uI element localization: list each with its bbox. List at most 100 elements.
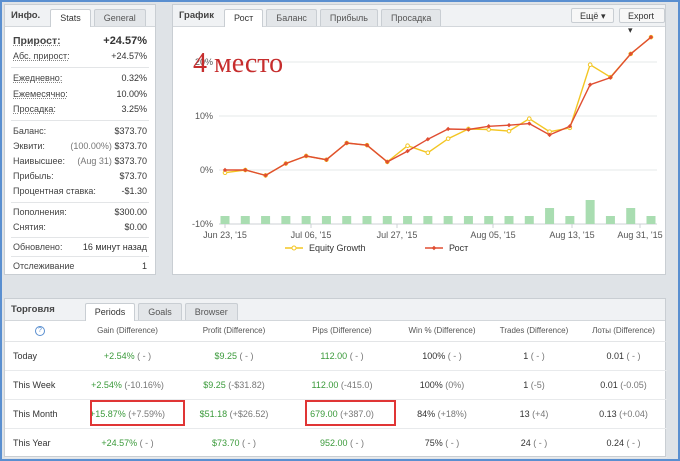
daily-label[interactable]: Ежедневно: (13, 73, 63, 83)
monthly-value: 10.00% (116, 89, 147, 99)
table-row: This Month +15.87% (+7.59%) $51.18 (+$26.5… (5, 399, 667, 429)
highest-date: (Aug 31) (77, 156, 112, 166)
cell-profit: $73.70 ( - ) (180, 428, 288, 458)
growth-label[interactable]: Прирост: (13, 35, 61, 47)
cell-lots: 0.01 (-0.05) (580, 370, 667, 400)
data-point (445, 136, 451, 141)
cell-trades: 24 ( - ) (488, 428, 580, 458)
column-header-lots[interactable]: Лоты (Difference) (580, 321, 667, 342)
divider (11, 202, 149, 203)
data-point (405, 143, 410, 148)
column-header-gain[interactable]: Gain (Difference) (75, 321, 180, 342)
cell-profit: $9.25 ( - ) (180, 341, 288, 371)
x-tick-label: Aug 13, '15 (549, 230, 594, 240)
divider (11, 237, 149, 238)
tab-stats[interactable]: Stats (50, 9, 91, 27)
tab-browser[interactable]: Browser (184, 303, 238, 320)
growth-chart: -10% 0% 10% 20% Jun 23, '15 Jul 06, '15 Jul 27… (192, 34, 663, 253)
tab-periods[interactable]: Periods (84, 303, 136, 321)
balance-row: Баланс: $373.70 (13, 126, 147, 136)
legend-label-growth: Рост (449, 243, 468, 253)
column-header-win[interactable]: Win % (Difference) (396, 321, 488, 342)
lots-difference: ( - ) (626, 437, 641, 448)
abs-growth-label[interactable]: Абс. прирост: (13, 51, 70, 61)
volume-bar (342, 216, 352, 224)
trades-value: 1 (523, 379, 529, 390)
highlight-box-pips (305, 400, 396, 426)
tracking-row: Отслеживание 1 (13, 261, 147, 271)
updated-value: 16 минут назад (82, 242, 147, 252)
lots-value: 0.01 (600, 379, 618, 390)
win-value: 100% (419, 379, 443, 390)
trades-difference: (+4) (532, 408, 549, 419)
x-tick-label: Aug 05, '15 (470, 230, 515, 240)
abs-growth-value: +24.57% (111, 51, 147, 61)
drawdown-label[interactable]: Просадка: (13, 104, 56, 114)
volume-bar (261, 216, 271, 224)
monthly-label[interactable]: Ежемесячно: (13, 89, 68, 99)
pips-difference: (+387.0) (340, 408, 374, 419)
profit-value: $73.70 (119, 171, 147, 181)
table-row: This Week +2.54% (-10.16%) $9.25 (-$31.82)… (5, 370, 667, 400)
volume-bar (504, 216, 514, 224)
tab-goals[interactable]: Goals (138, 303, 182, 320)
cell-gain: +15.87% (+7.59%) (75, 399, 180, 429)
tab-balance[interactable]: Баланс (266, 9, 317, 26)
data-point (526, 116, 532, 121)
pips-difference: (-415.0) (340, 379, 373, 390)
profit-value: $9.25 (203, 379, 226, 390)
highest-label: Наивысшее: (13, 156, 66, 166)
lots-difference: ( - ) (626, 350, 641, 361)
tracking-value: 1 (141, 261, 147, 271)
column-header-trades[interactable]: Trades (Difference) (488, 321, 580, 342)
withdrawals-label: Снятия: (13, 222, 46, 232)
info-panel: Инфо. Stats General Прирост: +24.57% Абс… (4, 4, 156, 275)
more-button[interactable]: Ещё ▾ (571, 8, 615, 23)
growth-value: +24.57% (103, 35, 147, 47)
win-value: 75% (424, 437, 443, 448)
tab-general[interactable]: General (93, 9, 146, 26)
data-point (344, 140, 349, 146)
column-header-pips[interactable]: Pips (Difference) (288, 321, 396, 342)
cell-trades: 1 ( - ) (488, 341, 580, 371)
profit-row: Прибыль: $73.70 (13, 171, 147, 181)
lots-difference: (+0.04) (619, 408, 648, 419)
info-panel-title: Инфо. (11, 10, 41, 21)
tab-profit[interactable]: Прибыль (319, 9, 378, 26)
export-button[interactable]: Export ▾ (619, 8, 665, 35)
cell-win: 75% ( - ) (396, 428, 488, 458)
data-point (385, 159, 390, 165)
help-icon[interactable]: ? (35, 326, 45, 337)
gain-value: +15.87% (89, 408, 126, 419)
column-header-profit[interactable]: Profit (Difference) (180, 321, 288, 342)
trades-value: 13 (519, 408, 530, 419)
volume-bar (605, 216, 615, 224)
tab-growth[interactable]: Рост (224, 9, 264, 27)
volume-bar (423, 216, 433, 224)
drawdown-value: 3.25% (121, 104, 147, 114)
trades-difference: ( - ) (533, 437, 548, 448)
row-label: This Year (5, 428, 75, 458)
volume-bar (382, 216, 392, 224)
volume-bar (321, 216, 331, 224)
win-value: 100% (422, 350, 446, 361)
divider (11, 256, 149, 257)
gain-value: +2.54% (103, 350, 135, 361)
volume-bar (585, 200, 595, 224)
equity-row: Эквити: (100.00%) $373.70 (13, 141, 147, 151)
table-header-row: ? Gain (Difference) Profit (Difference) … (5, 321, 667, 342)
tab-drawdown[interactable]: Просадка (381, 9, 442, 26)
cell-lots: 0.24 ( - ) (580, 428, 667, 458)
row-label: This Month (5, 399, 75, 429)
profit-value: $9.25 (214, 350, 237, 361)
deposits-row: Пополнения: $300.00 (13, 207, 147, 217)
profit-difference: (+$26.52) (229, 408, 269, 419)
daily-row: Ежедневно: 0.32% (13, 73, 147, 83)
data-point (405, 148, 410, 154)
updated-label: Обновлено: (13, 242, 63, 252)
data-point (506, 122, 512, 128)
volume-bar (240, 216, 250, 224)
data-point (587, 62, 593, 68)
trading-panel: Торговля Periods Goals Browser ? Gain (D… (4, 298, 667, 458)
